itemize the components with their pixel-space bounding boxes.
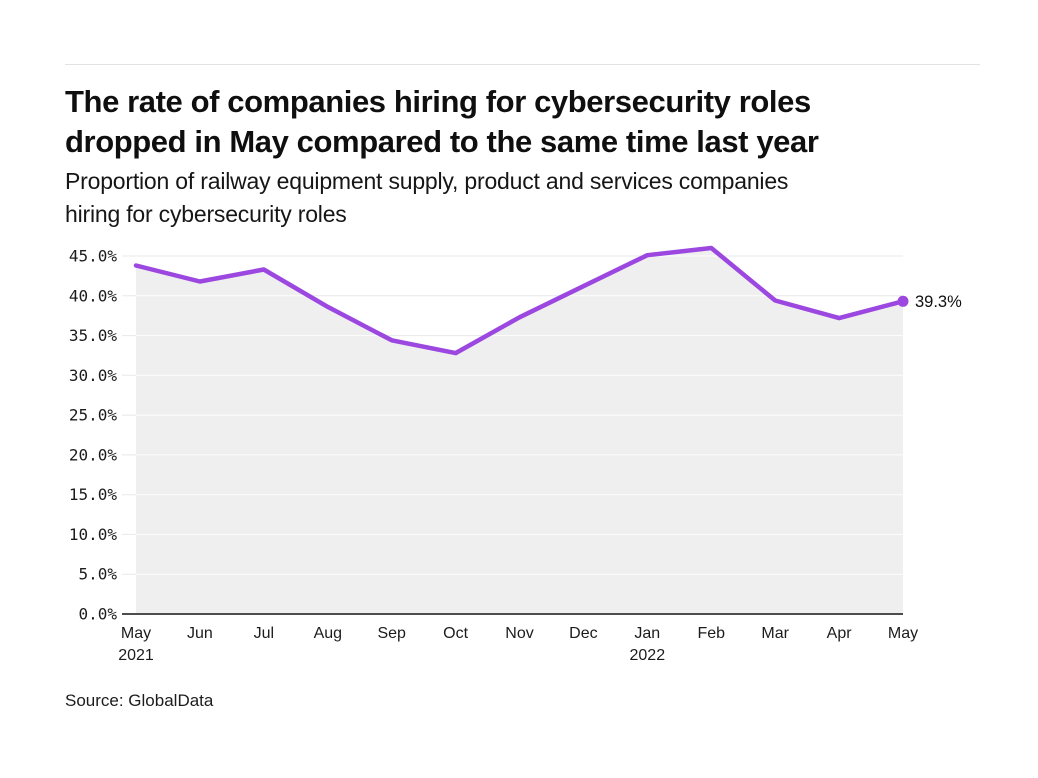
- chart-area: 45.0% 40.0% 35.0% 30.0% 25.0% 20.0% 15.0% 10.0%…: [0, 240, 1038, 670]
- y-tick-label: 35.0%: [69, 326, 118, 345]
- x-tick-label: Oct: [443, 625, 468, 642]
- x-tick-year-label: 2022: [630, 647, 666, 664]
- y-tick-label: 0.0%: [78, 605, 117, 624]
- top-divider: [65, 64, 980, 65]
- y-tick-label: 20.0%: [69, 445, 118, 464]
- x-tick-label: Jun: [187, 625, 213, 642]
- x-tick-label: Apr: [827, 625, 853, 642]
- chart-title-line2: dropped in May compared to the same time…: [65, 124, 819, 159]
- area-fill: [136, 248, 903, 614]
- hiring-rate-chart: 45.0% 40.0% 35.0% 30.0% 25.0% 20.0% 15.0% 10.0%…: [69, 245, 962, 664]
- end-point-dot: [897, 295, 909, 307]
- x-tick-label: Jan: [634, 625, 660, 642]
- y-tick-label: 45.0%: [69, 247, 118, 266]
- y-tick-label: 10.0%: [69, 525, 118, 544]
- y-tick-label: 30.0%: [69, 366, 118, 385]
- x-tick-year-label: 2021: [118, 647, 154, 664]
- chart-title: The rate of companies hiring for cyberse…: [65, 82, 965, 162]
- x-tick-label: Feb: [698, 625, 726, 642]
- x-tick-label: Mar: [761, 625, 789, 642]
- chart-title-line1: The rate of companies hiring for cyberse…: [65, 84, 811, 119]
- x-tick-label: May: [888, 625, 918, 642]
- y-tick-label: 15.0%: [69, 485, 118, 504]
- end-value-label: 39.3%: [915, 293, 962, 311]
- chart-subtitle-line1: Proportion of railway equipment supply, …: [65, 168, 789, 194]
- x-tick-label: Aug: [314, 625, 342, 642]
- x-tick-label: Sep: [377, 625, 406, 642]
- x-tick-label: Dec: [569, 625, 597, 642]
- chart-subtitle-line2: hiring for cybersecurity roles: [65, 201, 347, 227]
- source-text: Source: GlobalData: [65, 691, 214, 710]
- trend-line: [133, 245, 906, 356]
- chart-subtitle: Proportion of railway equipment supply, …: [65, 165, 975, 231]
- y-tick-label: 25.0%: [69, 406, 118, 425]
- x-tick-label: Jul: [254, 625, 274, 642]
- y-tick-label: 5.0%: [78, 565, 117, 584]
- y-tick-label: 40.0%: [69, 286, 118, 305]
- x-tick-label: May: [121, 625, 151, 642]
- x-tick-label: Nov: [505, 625, 533, 642]
